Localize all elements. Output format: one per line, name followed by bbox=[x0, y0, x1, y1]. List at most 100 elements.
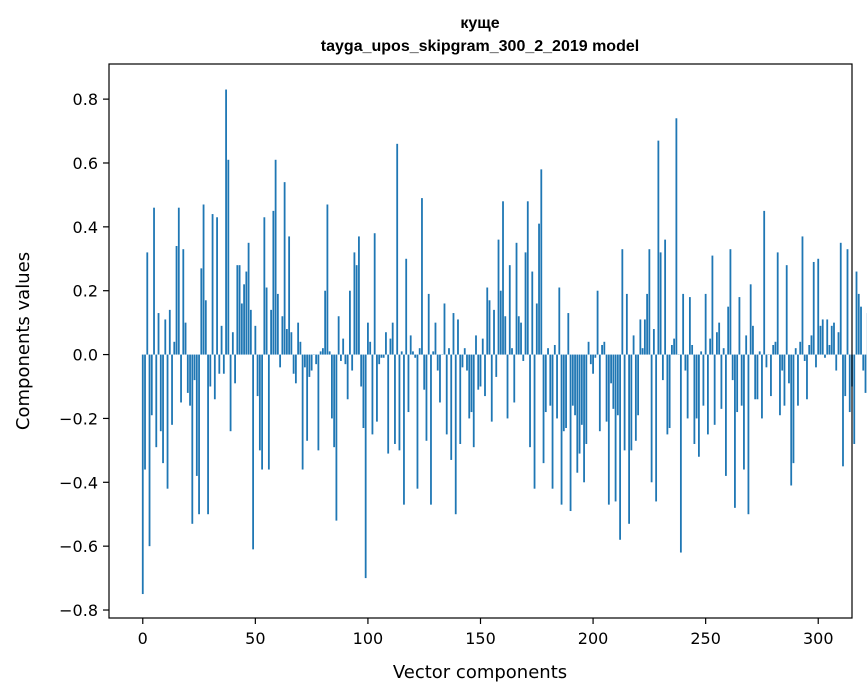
y-tick-label: −0.2 bbox=[59, 409, 98, 428]
bar-213 bbox=[621, 249, 624, 355]
bar-211 bbox=[616, 354, 619, 416]
bar-126 bbox=[425, 354, 428, 441]
bar-139 bbox=[454, 354, 457, 515]
bar-99 bbox=[364, 354, 367, 579]
bar-286 bbox=[785, 265, 788, 355]
bar-232 bbox=[664, 239, 667, 355]
bar-318 bbox=[857, 293, 860, 355]
bar-83 bbox=[328, 351, 331, 355]
bar-152 bbox=[484, 354, 486, 397]
bar-302 bbox=[821, 319, 824, 355]
bar-244 bbox=[691, 344, 694, 355]
bar-258 bbox=[722, 348, 725, 355]
bar-1 bbox=[144, 354, 146, 470]
bar-319 bbox=[860, 306, 862, 355]
bar-171 bbox=[526, 201, 529, 355]
bar-277 bbox=[765, 354, 768, 368]
bar-189 bbox=[567, 313, 570, 355]
bar-200 bbox=[592, 354, 594, 374]
bar-281 bbox=[774, 341, 777, 355]
bar-161 bbox=[504, 316, 507, 355]
y-axis-ticks: −0.8 −0.6 −0.4 −0.2 0.0 0.2 0.4 0.6 0.8 bbox=[59, 90, 109, 620]
bar-166 bbox=[515, 242, 518, 355]
bar-42 bbox=[236, 265, 239, 355]
bar-64 bbox=[285, 329, 288, 355]
bar-266 bbox=[740, 354, 743, 406]
bar-313 bbox=[846, 249, 849, 355]
bar-284 bbox=[781, 354, 784, 371]
bar-253 bbox=[711, 255, 714, 355]
bar-35 bbox=[220, 325, 223, 355]
bar-307 bbox=[833, 322, 835, 355]
bar-167 bbox=[517, 316, 520, 355]
bar-148 bbox=[475, 335, 477, 355]
plot-frame bbox=[108, 63, 853, 619]
bar-159 bbox=[499, 290, 502, 355]
bar-230 bbox=[659, 252, 662, 355]
bar-227 bbox=[652, 329, 655, 355]
bar-144 bbox=[466, 354, 468, 371]
bar-8 bbox=[159, 354, 162, 432]
bar-289 bbox=[792, 354, 795, 464]
bar-91 bbox=[346, 354, 349, 400]
bar-255 bbox=[716, 332, 718, 355]
bar-135 bbox=[445, 354, 448, 435]
bar-272 bbox=[754, 354, 757, 400]
bar-287 bbox=[788, 354, 790, 384]
bar-288 bbox=[790, 354, 793, 486]
bar-283 bbox=[779, 354, 781, 416]
bar-103 bbox=[373, 233, 376, 355]
bar-111 bbox=[391, 322, 394, 355]
bar-151 bbox=[481, 338, 484, 355]
bar-249 bbox=[702, 354, 705, 406]
bar-280 bbox=[772, 344, 775, 355]
bar-221 bbox=[639, 319, 642, 355]
bar-251 bbox=[707, 354, 709, 435]
bar-44 bbox=[240, 303, 243, 355]
bar-87 bbox=[337, 316, 340, 355]
bar-275 bbox=[761, 354, 763, 419]
bar-48 bbox=[249, 309, 252, 355]
bar-206 bbox=[605, 354, 608, 422]
bar-155 bbox=[490, 354, 493, 422]
bar-10 bbox=[164, 319, 167, 355]
bar-5 bbox=[153, 207, 155, 355]
y-tick-label: 0.4 bbox=[73, 218, 98, 237]
bar-203 bbox=[598, 354, 601, 432]
bar-113 bbox=[396, 143, 399, 355]
bar-11 bbox=[166, 354, 169, 489]
bar-131 bbox=[436, 354, 439, 371]
bar-179 bbox=[544, 354, 547, 413]
bar-210 bbox=[614, 354, 617, 502]
bar-198 bbox=[587, 341, 590, 355]
bar-6 bbox=[155, 354, 158, 448]
bar-234 bbox=[668, 354, 671, 429]
x-tick-label: 200 bbox=[578, 629, 609, 648]
bar-109 bbox=[387, 354, 390, 454]
bar-92 bbox=[349, 290, 351, 355]
bar-246 bbox=[695, 354, 698, 419]
bar-38 bbox=[227, 159, 230, 355]
bar-194 bbox=[578, 354, 581, 454]
bar-107 bbox=[382, 354, 385, 358]
bar-62 bbox=[281, 316, 284, 355]
bar-260 bbox=[727, 306, 730, 355]
bar-28 bbox=[204, 300, 207, 355]
bar-60 bbox=[276, 293, 279, 355]
bar-50 bbox=[254, 325, 257, 355]
bar-79 bbox=[319, 351, 322, 355]
bar-220 bbox=[637, 354, 640, 416]
bar-256 bbox=[718, 322, 721, 355]
bar-241 bbox=[684, 354, 687, 371]
bar-175 bbox=[535, 303, 538, 355]
bar-53 bbox=[261, 354, 263, 470]
bar-202 bbox=[596, 290, 599, 355]
bar-3 bbox=[148, 354, 151, 547]
bar-279 bbox=[770, 354, 772, 397]
bar-98 bbox=[362, 354, 365, 429]
bar-7 bbox=[157, 313, 160, 355]
bar-12 bbox=[168, 309, 171, 355]
bar-276 bbox=[763, 210, 766, 355]
bar-41 bbox=[234, 354, 236, 384]
